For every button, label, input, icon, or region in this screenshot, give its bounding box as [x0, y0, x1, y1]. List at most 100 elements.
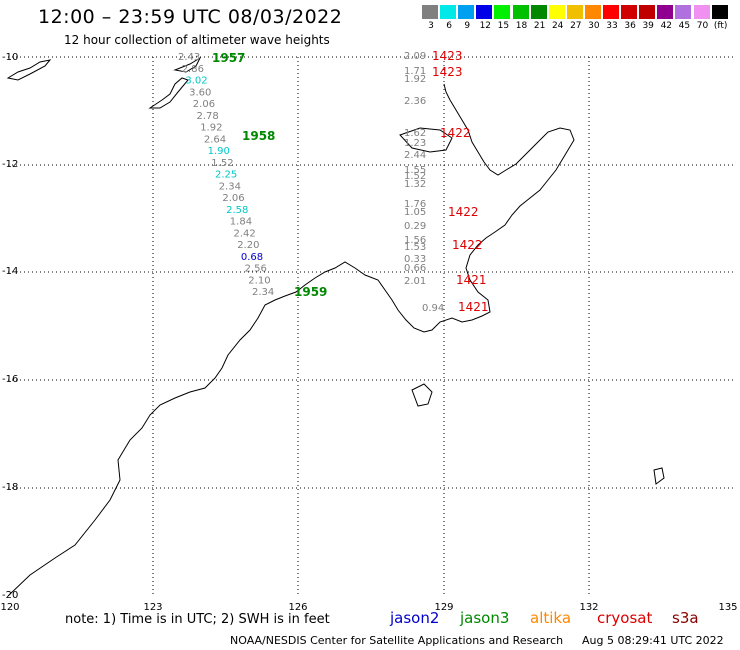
wave-height-label: 1.84 [230, 217, 252, 228]
lon-label: 123 [143, 602, 163, 613]
wave-height-label: 1.92 [404, 74, 426, 85]
color-swatch [711, 5, 728, 19]
lon-label: 135 [718, 602, 738, 613]
color-swatch [639, 5, 656, 19]
color-swatch [440, 5, 457, 19]
pass-time-label: 1421 [458, 300, 489, 314]
wave-height-label: 1.52 [211, 158, 233, 169]
groote-island [411, 383, 433, 407]
color-label: 39 [642, 21, 654, 31]
wave-height-label: 2.36 [404, 96, 426, 107]
wave-height-label: 2.09 [404, 51, 426, 62]
timor-coast-2 [148, 77, 189, 109]
page-subtitle: 12 hour collection of altimeter wave hei… [64, 33, 330, 47]
wave-height-label: 2.06 [222, 193, 244, 204]
legend-jason2: jason2 [390, 609, 440, 627]
color-label: 3 [428, 21, 434, 31]
color-label: 45 [678, 21, 691, 31]
color-label: 33 [606, 21, 618, 31]
wave-height-label: 2.86 [182, 64, 204, 75]
wave-height-label: 0.66 [404, 263, 426, 274]
lat-label: -20 [2, 590, 19, 601]
color-label: 21 [533, 21, 546, 31]
color-swatch [584, 5, 601, 19]
pass-time-label: 1957 [212, 51, 245, 65]
island-coast [173, 56, 202, 73]
color-swatch [675, 5, 692, 19]
wave-height-label: 1.23 [404, 138, 426, 149]
color-label: (ft) [713, 21, 728, 31]
small-island [653, 467, 665, 485]
wave-height-label: 1.56 [404, 235, 426, 246]
color-label: 24 [551, 21, 564, 31]
wave-height-label: 1.52 [404, 171, 426, 182]
color-swatch [530, 5, 547, 19]
australia-coast [7, 83, 575, 597]
coastline [6, 56, 665, 597]
melville-island [399, 127, 453, 153]
color-label: 36 [624, 21, 636, 31]
wave-height-label: 3.02 [185, 76, 207, 87]
wave-height-label: 2.20 [237, 240, 259, 251]
lat-label: -18 [2, 482, 19, 493]
color-swatch [422, 5, 438, 19]
color-label: 70 [696, 21, 709, 31]
pass-time-label: 1422 [448, 205, 479, 219]
note-text: note: 1) Time is in UTC; 2) SWH is in fe… [65, 612, 330, 627]
color-swatch [512, 5, 529, 19]
color-label: 15 [497, 21, 510, 31]
color-swatch [548, 5, 565, 19]
page-title: 12:00 – 23:59 UTC 08/03/2022 [38, 6, 343, 28]
pass-time-label: 1422 [452, 238, 483, 252]
wave-height-label: 2.01 [404, 276, 426, 287]
wave-height-label: 2.34 [252, 287, 274, 298]
legend-jason3: jason3 [460, 609, 510, 627]
color-swatch [566, 5, 583, 19]
color-swatch [494, 5, 511, 19]
pass-time-label: 1421 [456, 273, 487, 287]
wave-height-label: 2.58 [226, 205, 248, 216]
wave-height-label: 1.53 [404, 242, 426, 253]
pass-time-label: 1959 [294, 285, 327, 299]
lon-label: 120 [0, 602, 20, 613]
wave-height-label: 2.25 [215, 170, 237, 181]
color-label: 42 [660, 21, 673, 31]
wave-height-label: 2.34 [219, 181, 241, 192]
timor-coast [6, 59, 52, 81]
color-swatch [476, 5, 493, 19]
wave-height-label: 1.71 [404, 66, 426, 77]
wave-height-label: 1.05 [404, 207, 426, 218]
color-swatch [458, 5, 475, 19]
footer-timestamp: Aug 5 08:29:41 UTC 2022 [582, 634, 724, 647]
wave-height-label: 1.90 [208, 146, 230, 157]
lon-label: 132 [579, 602, 599, 613]
footer-credit: NOAA/NESDIS Center for Satellite Applica… [230, 634, 564, 647]
color-label: 27 [570, 21, 582, 31]
lat-label: -16 [2, 374, 19, 385]
wave-height-label: 2.56 [245, 264, 267, 275]
wave-height-label: 1.92 [200, 123, 222, 134]
wave-height-label: 1.55 [404, 165, 426, 176]
color-swatch [603, 5, 619, 19]
color-label: 30 [588, 21, 600, 31]
pass-time-label: 1422 [440, 126, 471, 140]
wave-height-label: 2.64 [204, 134, 226, 145]
legend-altika: altika [530, 609, 572, 627]
wave-height-label: 2.43 [178, 52, 200, 63]
pass-time-label: 1423 [432, 65, 463, 79]
pass-time-label: 1958 [242, 129, 275, 143]
wave-height-label: 1.76 [404, 199, 426, 210]
pass-time-label: 1423 [432, 49, 463, 63]
wave-height-label: 0.94 [422, 303, 444, 314]
wave-height-label: 1.32 [404, 179, 426, 190]
color-label: 6 [446, 21, 452, 31]
lat-label: -10 [2, 52, 19, 63]
legend-s3a: s3a [672, 609, 699, 627]
color-label: 12 [479, 21, 492, 31]
lon-label: 126 [288, 602, 308, 613]
wave-height-label: 0.33 [404, 254, 426, 265]
wave-height-label: 2.06 [193, 99, 215, 110]
color-swatch [657, 5, 674, 19]
wave-height-label: 0.68 [241, 252, 263, 263]
